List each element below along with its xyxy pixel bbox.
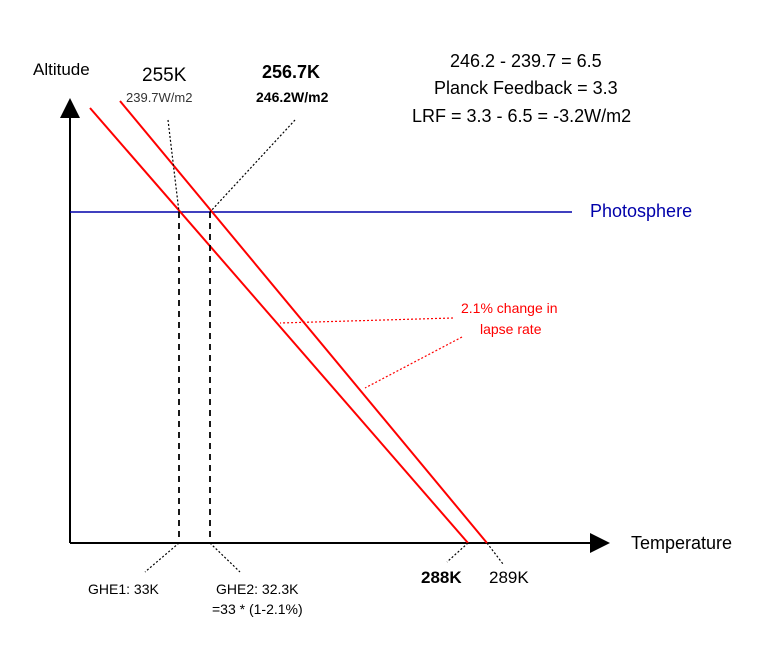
label-288k: 288K <box>421 568 462 587</box>
x-axis-label: Temperature <box>631 533 732 553</box>
label-ghe2-line-1: GHE2: 32.3K <box>216 581 299 597</box>
label-246-2-flux: 246.2W/m2 <box>256 89 329 105</box>
equation-line-3: LRF = 3.3 - 6.5 = -3.2W/m2 <box>412 106 631 126</box>
leader-ghe2 <box>209 542 241 573</box>
leader-288k <box>446 542 469 563</box>
lapse-annotation-line-2: lapse rate <box>480 321 542 337</box>
label-289k: 289K <box>489 568 529 587</box>
label-255k: 255K <box>142 65 187 86</box>
leader-256k <box>209 119 296 213</box>
photosphere-label: Photosphere <box>590 201 692 221</box>
label-ghe1: GHE1: 33K <box>88 581 159 597</box>
y-axis-label: Altitude <box>33 60 90 79</box>
label-ghe2-line-2: =33 * (1-2.1%) <box>212 601 303 617</box>
lapse-annotation-line-1: 2.1% change in <box>461 300 558 316</box>
leader-lapse-2 <box>364 336 463 389</box>
leader-255k <box>167 119 180 213</box>
lapse-line-baseline <box>89 107 469 544</box>
label-239-7-flux: 239.7W/m2 <box>126 90 192 105</box>
label-256-7k: 256.7K <box>262 62 320 82</box>
equation-line-2: Planck Feedback = 3.3 <box>434 78 618 98</box>
leader-lapse-1 <box>279 317 454 324</box>
equation-line-1: 246.2 - 239.7 = 6.5 <box>450 51 602 71</box>
leader-289k <box>486 542 504 565</box>
leader-ghe1 <box>144 542 180 573</box>
